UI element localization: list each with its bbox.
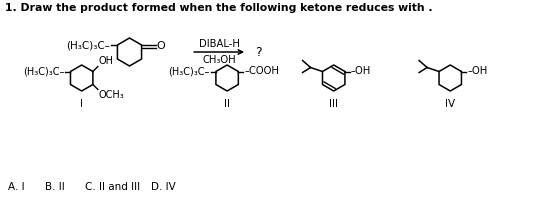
Text: A. I: A. I bbox=[8, 182, 24, 192]
Text: 1. Draw the product formed when the following ketone reduces with .: 1. Draw the product formed when the foll… bbox=[5, 3, 433, 13]
Text: (H₃C)₃C–: (H₃C)₃C– bbox=[168, 66, 210, 76]
Text: II: II bbox=[224, 99, 230, 109]
Text: III: III bbox=[329, 99, 338, 109]
Text: CH₃OH: CH₃OH bbox=[202, 55, 236, 65]
Text: C. II and III: C. II and III bbox=[85, 182, 140, 192]
Text: I: I bbox=[80, 99, 83, 109]
Text: –OH: –OH bbox=[351, 66, 371, 76]
Text: –OH: –OH bbox=[468, 66, 488, 76]
Text: DIBAL-H: DIBAL-H bbox=[199, 39, 239, 49]
Text: (H₃C)₃C–: (H₃C)₃C– bbox=[23, 66, 64, 76]
Text: D. IV: D. IV bbox=[151, 182, 176, 192]
Text: –COOH: –COOH bbox=[244, 66, 279, 76]
Text: OCH₃: OCH₃ bbox=[99, 90, 125, 100]
Text: OH: OH bbox=[99, 55, 114, 66]
Text: IV: IV bbox=[445, 99, 455, 109]
Text: B. II: B. II bbox=[45, 182, 65, 192]
Text: (H₃C)₃C–: (H₃C)₃C– bbox=[66, 40, 110, 50]
Text: ?: ? bbox=[255, 46, 261, 58]
Text: O: O bbox=[157, 41, 165, 51]
